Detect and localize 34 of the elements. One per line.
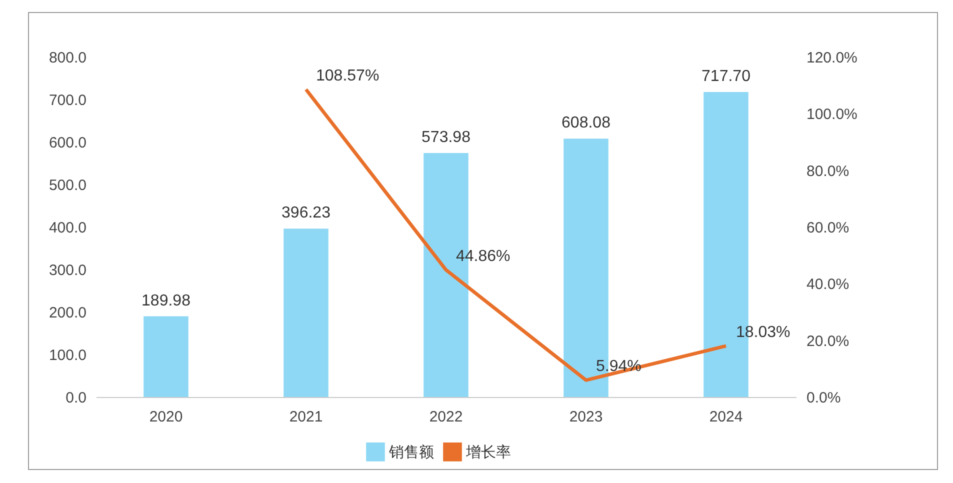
x-tick-label: 2020 (149, 408, 183, 426)
y-tick-label: 500.0 (48, 177, 86, 194)
y-tick-label: 300.0 (48, 262, 86, 279)
data-label: 573.98 (422, 129, 471, 146)
x-tick-label: 2021 (289, 408, 323, 426)
bar (284, 228, 328, 397)
y2-tick-label: 80.0% (806, 162, 850, 180)
data-label: 108.57% (316, 67, 380, 84)
y-tick-label: 800.0 (48, 50, 86, 66)
y-tick-label: 400.0 (48, 220, 86, 236)
y2-tick-label: 100.0% (806, 106, 858, 124)
y-tick-label: 700.0 (48, 92, 86, 109)
y2-tick-label: 40.0% (806, 276, 850, 294)
y-tick-label: 600.0 (48, 134, 86, 152)
y-tick-label: 200.0 (48, 304, 86, 322)
y-tick-label: 0.0 (66, 390, 86, 406)
data-label: 5.94% (596, 358, 642, 376)
data-label: 608.08 (562, 114, 611, 132)
data-label: 717.70 (702, 68, 751, 85)
y2-tick-label: 120.0% (806, 50, 858, 66)
y-tick-label: 100.0 (48, 347, 86, 364)
y2-tick-label: 60.0% (806, 220, 850, 236)
data-label: 18.03% (736, 324, 790, 341)
legend-label: 增长率 (465, 444, 511, 461)
y2-tick-label: 20.0% (806, 332, 850, 350)
x-tick-label: 2023 (569, 408, 603, 426)
y2-tick-label: 0.0% (806, 390, 841, 406)
data-label: 189.98 (142, 292, 191, 310)
bar (144, 316, 188, 397)
x-tick-label: 2024 (709, 408, 743, 426)
legend-label: 销售额 (388, 444, 434, 461)
data-label: 44.86% (456, 248, 510, 265)
x-tick-label: 2022 (429, 408, 463, 426)
data-label: 396.23 (282, 204, 331, 222)
